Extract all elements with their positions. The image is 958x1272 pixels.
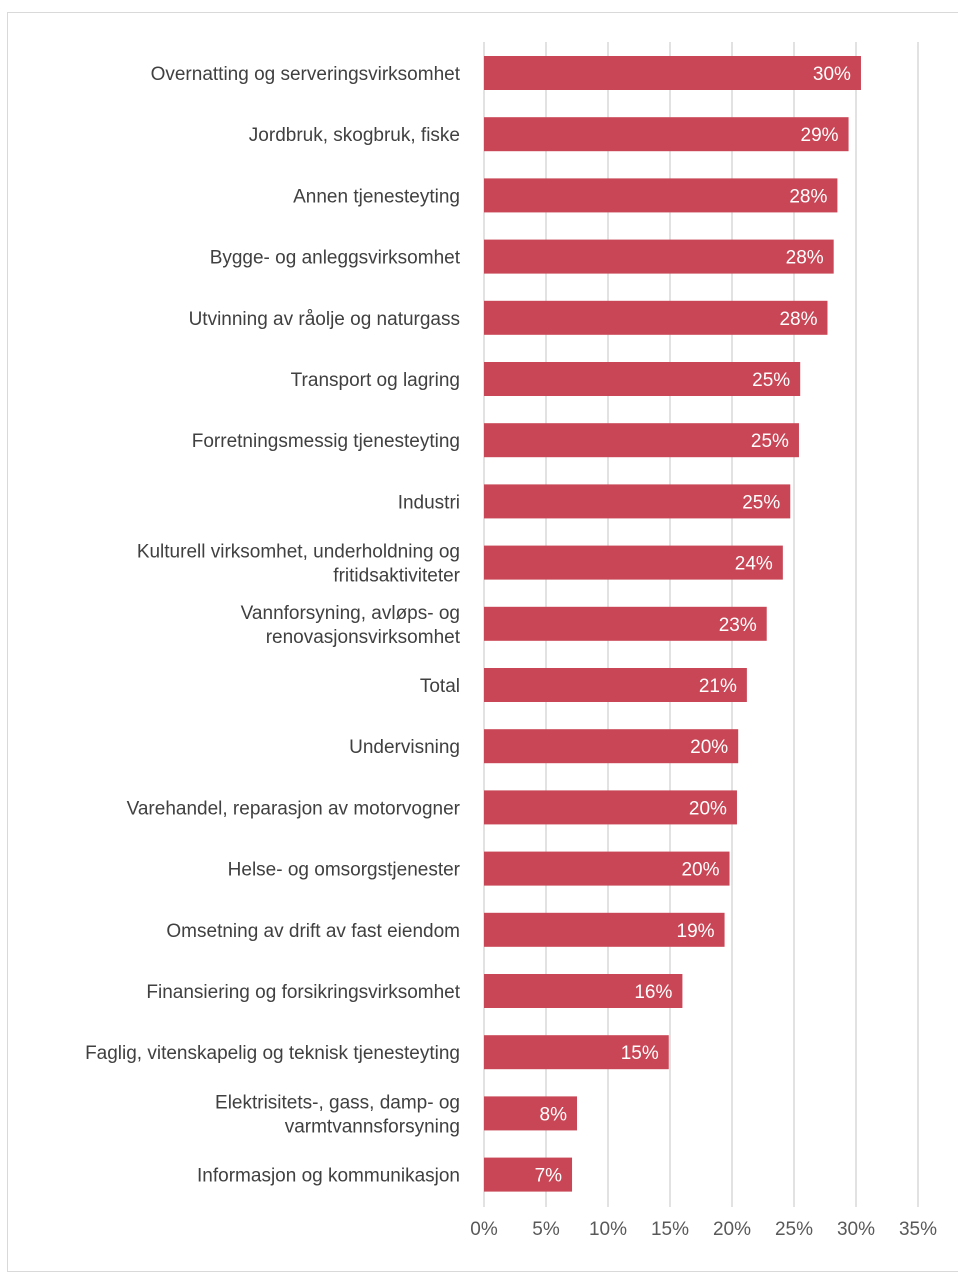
bar [484, 1157, 573, 1192]
bar [484, 484, 791, 519]
bar [484, 362, 801, 396]
bar [484, 178, 838, 213]
x-axis-tick-labels: 0% 5% 10% 15% 20% 25% 30% 35% [470, 1219, 937, 1240]
category-label: Helse- og omsorgstjenester [228, 860, 461, 881]
bar [484, 56, 861, 90]
bar-value-label: 29% [801, 125, 839, 146]
bar [484, 239, 834, 274]
category-label: Transport og lagring [291, 370, 460, 391]
bar [484, 606, 767, 641]
bar [484, 729, 739, 764]
category-label: Utvinning av råolje og naturgass [189, 309, 460, 330]
bar-value-label: 25% [751, 431, 789, 452]
bar-value-label: 20% [689, 798, 727, 819]
bar-value-label: 15% [621, 1043, 659, 1064]
bar [484, 1035, 669, 1070]
category-label: Industri [398, 492, 460, 513]
category-label: varmtvannsforsyning [285, 1116, 460, 1137]
category-label: Faglig, vitenskapelig og teknisk tjenest… [85, 1043, 460, 1064]
x-tick-label: 35% [899, 1219, 937, 1240]
bar [484, 974, 683, 1008]
category-label: Annen tjenesteyting [293, 186, 460, 207]
bar-value-label: 20% [681, 860, 719, 881]
x-tick-label: 30% [837, 1219, 875, 1240]
category-label: Overnatting og serveringsvirksomhet [151, 64, 461, 85]
bar-value-label: 28% [779, 309, 817, 330]
bar [484, 300, 828, 335]
bar-value-label: 21% [699, 676, 737, 697]
bar-value-label: 23% [719, 615, 757, 636]
bar-value-label: 28% [789, 186, 827, 207]
category-label: fritidsaktiviteter [333, 566, 460, 587]
bar [484, 545, 783, 580]
bar [484, 668, 747, 702]
category-label: Finansiering og forsikringsvirksomhet [146, 982, 460, 1003]
x-tick-label: 20% [713, 1219, 751, 1240]
bar-value-label: 16% [634, 982, 672, 1003]
bar-value-label: 28% [786, 248, 824, 269]
category-label: Jordbruk, skogbruk, fiske [249, 125, 460, 146]
category-label: Bygge- og anleggsvirksomhet [210, 248, 461, 269]
bar-value-label: 30% [813, 64, 851, 85]
x-tick-label: 10% [589, 1219, 627, 1240]
bar [484, 117, 849, 152]
category-label: renovasjonsvirksomhet [266, 627, 461, 648]
x-tick-label: 0% [470, 1219, 498, 1240]
category-labels: Overnatting og serveringsvirksomhet Jordb… [85, 64, 461, 1187]
category-label: Total [420, 676, 460, 697]
category-label: Informasjon og kommunikasjon [197, 1166, 460, 1187]
bar-value-label: 25% [742, 492, 780, 513]
bar-value-label: 25% [752, 370, 790, 391]
bar [484, 423, 799, 458]
x-tick-label: 15% [651, 1219, 689, 1240]
category-label: Undervisning [349, 737, 460, 758]
x-tick-label: 25% [775, 1219, 813, 1240]
bar-value-label: 20% [690, 737, 728, 758]
category-label: Varehandel, reparasjon av motorvogner [127, 798, 461, 819]
bars: 30% 29% 28% 28% 28% 25% 25% 25% 24% 23% 21% 20% 20% 2… [484, 56, 861, 1192]
bar [484, 851, 730, 886]
category-label: Elektrisitets-, gass, damp- og [215, 1092, 460, 1113]
bar [484, 790, 737, 825]
bar-value-label: 19% [677, 921, 715, 942]
bar-value-label: 8% [540, 1104, 568, 1125]
category-label: Kulturell virksomhet, underholdning og [137, 542, 460, 563]
bar [484, 1096, 577, 1131]
x-tick-label: 5% [532, 1219, 560, 1240]
bar [484, 912, 725, 947]
category-label: Vannforsyning, avløps- og [241, 603, 460, 624]
bar-value-label: 7% [535, 1166, 563, 1187]
bar-value-label: 24% [735, 554, 773, 575]
category-label: Forretningsmessig tjenesteyting [192, 431, 460, 452]
category-label: Omsetning av drift av fast eiendom [166, 921, 460, 942]
